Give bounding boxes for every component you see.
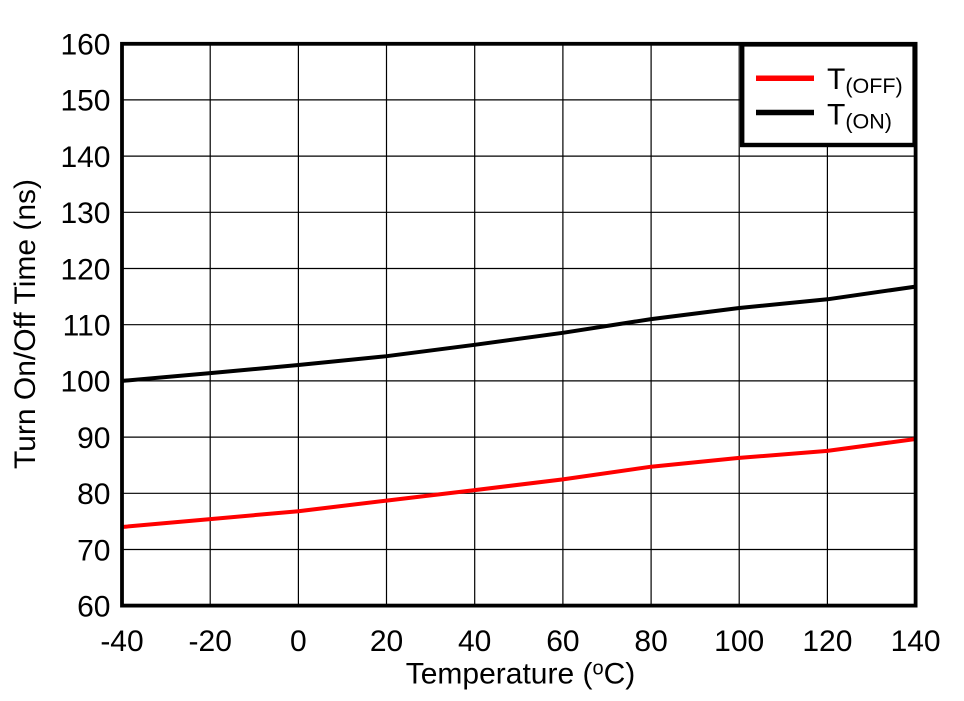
svg-text:100: 100 (714, 625, 764, 658)
svg-text:150: 150 (60, 85, 110, 118)
svg-text:Temperature (oC): Temperature (oC) (406, 657, 636, 690)
svg-text:120: 120 (60, 253, 110, 286)
svg-text:60: 60 (546, 625, 579, 658)
svg-text:110: 110 (63, 310, 111, 343)
svg-text:100: 100 (60, 366, 110, 399)
svg-text:-20: -20 (189, 625, 232, 658)
svg-text:20: 20 (370, 625, 403, 658)
svg-text:130: 130 (60, 197, 110, 230)
svg-text:140: 140 (60, 141, 110, 174)
svg-text:160: 160 (60, 29, 110, 62)
svg-text:Turn On/Off Time (ns): Turn On/Off Time (ns) (9, 179, 42, 469)
svg-text:80: 80 (77, 478, 110, 511)
svg-text:80: 80 (634, 625, 667, 658)
svg-text:120: 120 (802, 625, 852, 658)
svg-text:0: 0 (290, 625, 307, 658)
svg-text:60: 60 (77, 591, 110, 624)
svg-text:140: 140 (891, 625, 941, 658)
svg-text:90: 90 (77, 422, 110, 455)
svg-text:40: 40 (458, 625, 491, 658)
svg-text:-40: -40 (100, 625, 143, 658)
svg-text:70: 70 (77, 534, 110, 567)
